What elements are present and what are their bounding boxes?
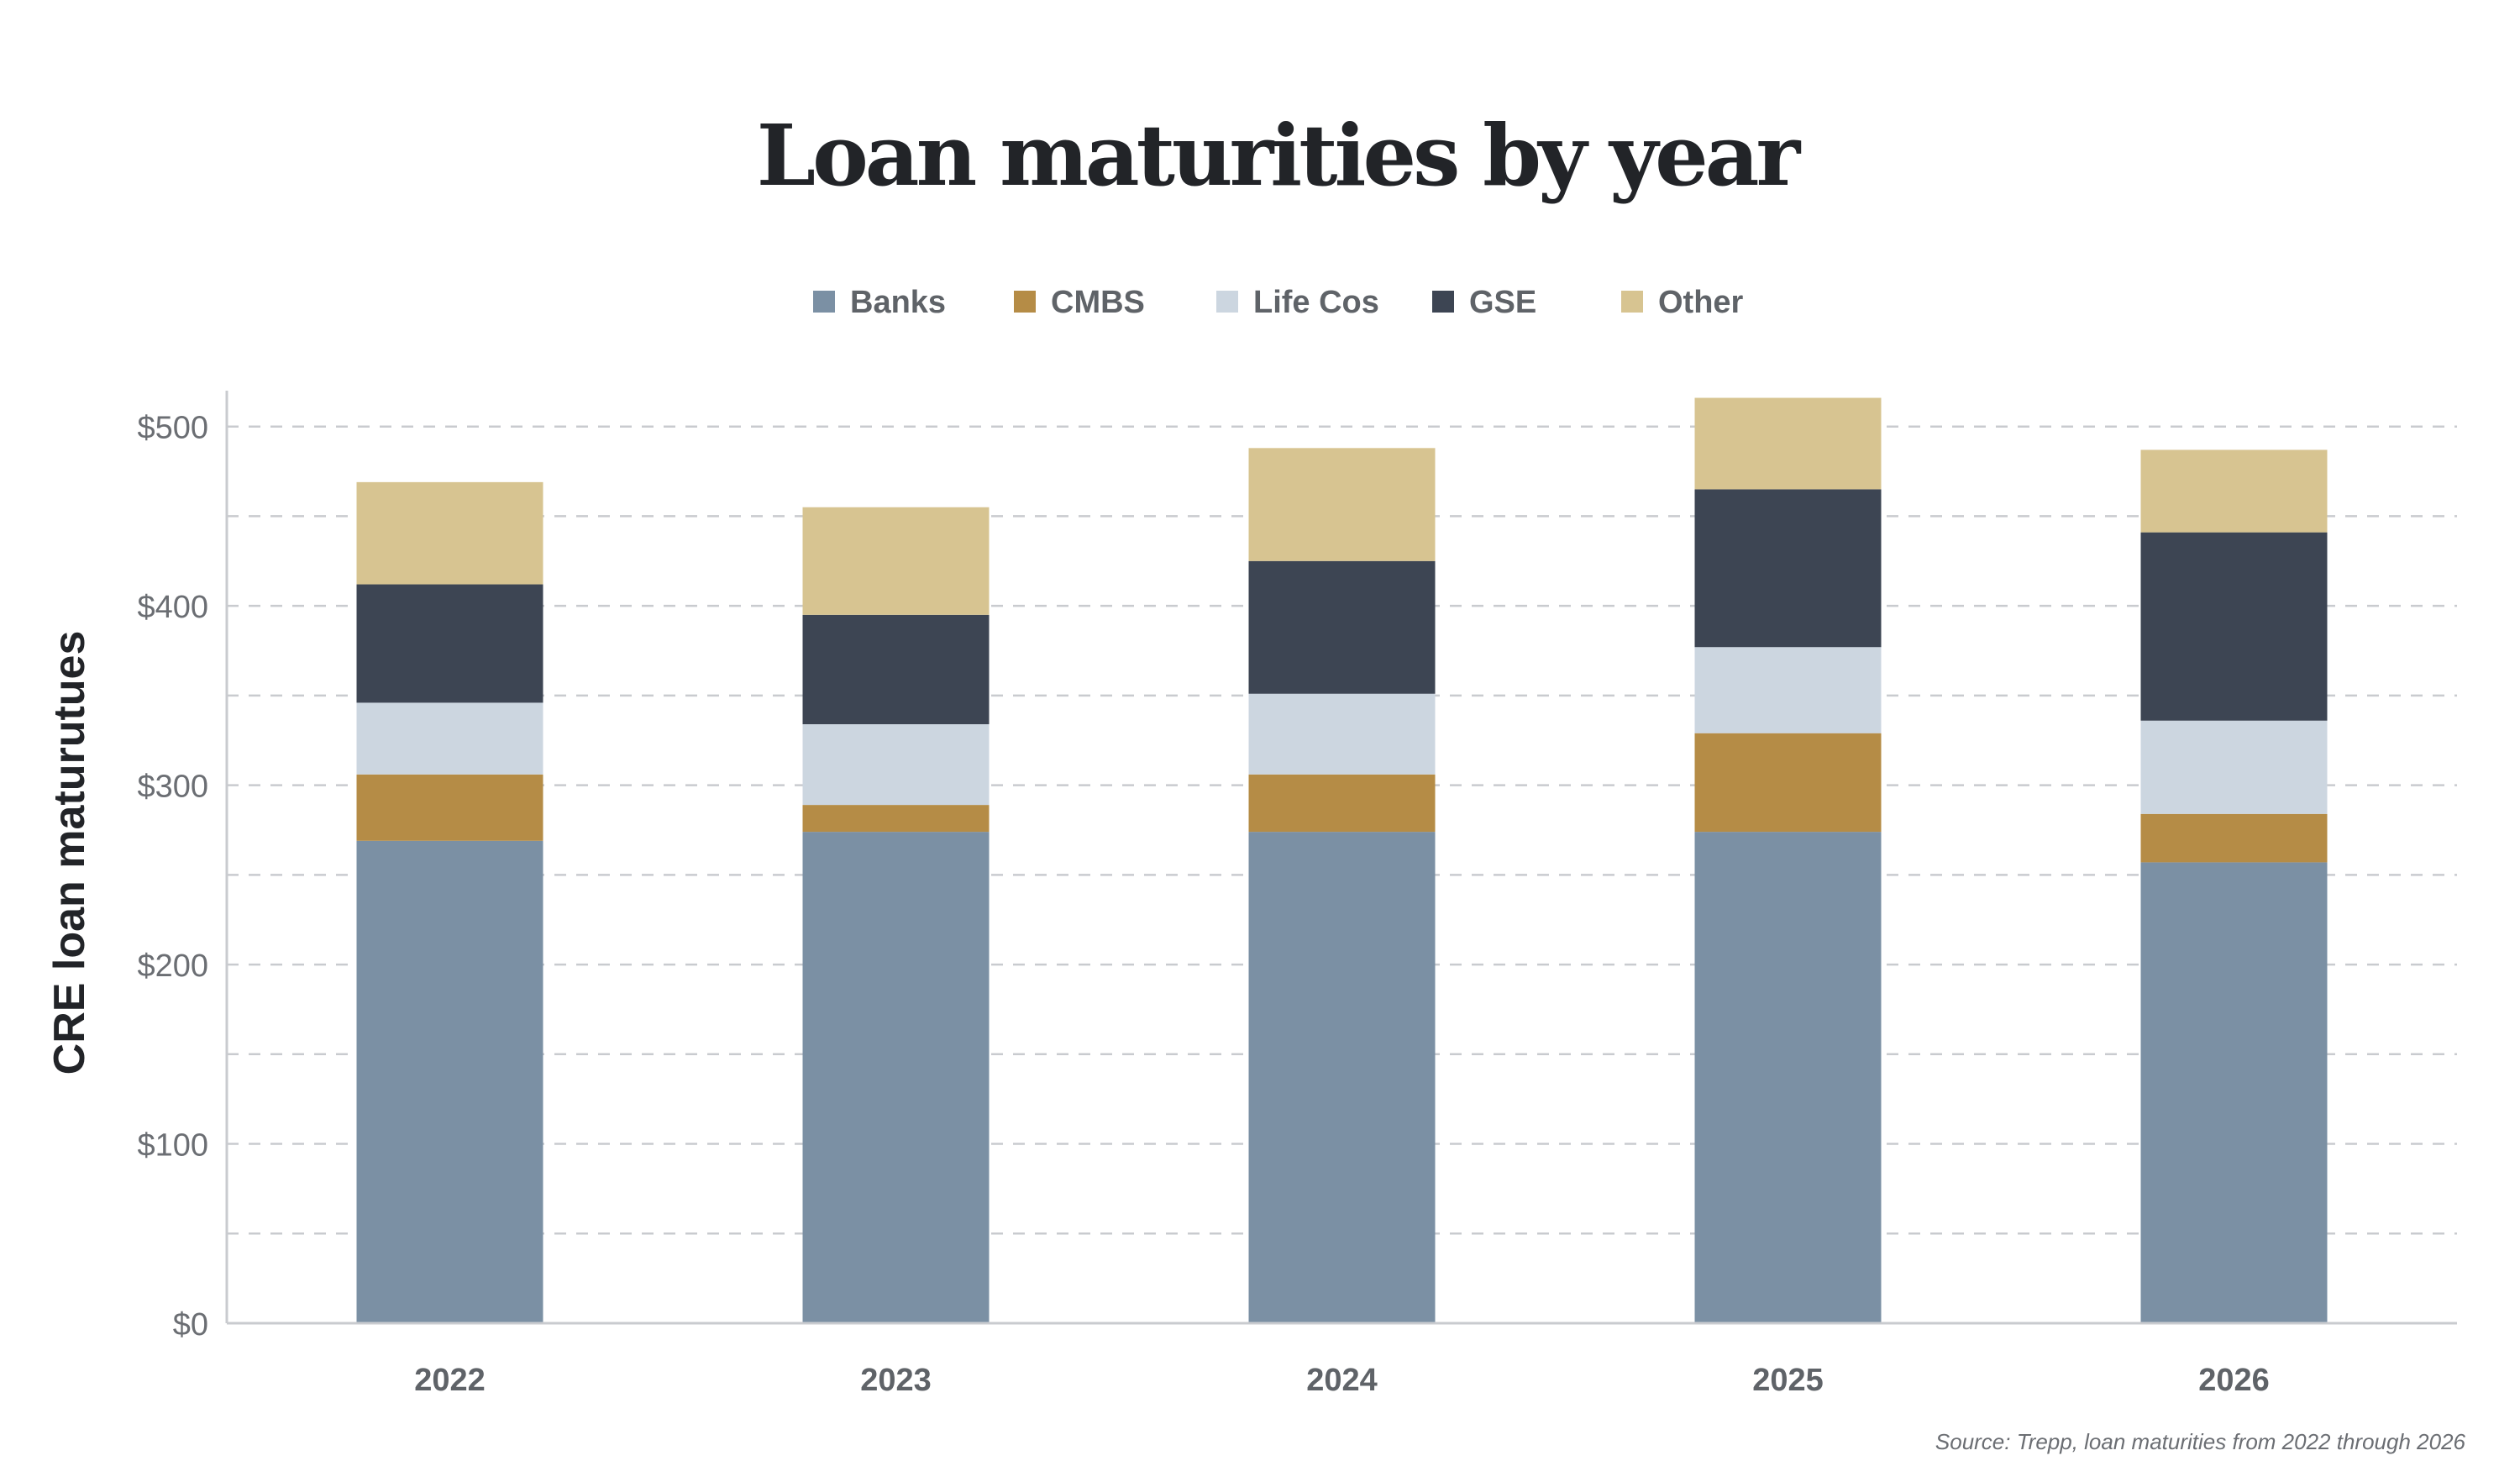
bar-segment-cmbs-2022 xyxy=(356,774,543,841)
bar-segment-other-2022 xyxy=(356,481,543,585)
bar-segment-life-cos-2024 xyxy=(1248,693,1436,775)
chart-title: Loan maturities by year xyxy=(757,106,1802,205)
legend-swatch-cmbs xyxy=(1014,291,1036,313)
legend-label-life-cos: Life Cos xyxy=(1253,285,1379,320)
legend-label-gse: GSE xyxy=(1469,285,1536,320)
y-tick-label: $400 xyxy=(137,590,208,625)
x-tick-label: 2023 xyxy=(860,1363,932,1398)
bar-segment-gse-2025 xyxy=(1694,489,1882,648)
bar-segment-life-cos-2026 xyxy=(2140,720,2328,814)
bar-segment-life-cos-2023 xyxy=(802,724,990,806)
bar-segment-life-cos-2025 xyxy=(1694,647,1882,733)
bar-segment-other-2026 xyxy=(2140,449,2328,533)
bar-segment-cmbs-2026 xyxy=(2140,813,2328,863)
y-axis-ticks: $0 $100 $200 $300 $400 $500 xyxy=(137,411,208,1343)
legend-label-banks: Banks xyxy=(850,285,946,320)
bar-segment-banks-2023 xyxy=(802,832,990,1323)
bar-segment-cmbs-2023 xyxy=(802,805,990,833)
y-tick-label: $300 xyxy=(137,770,208,805)
bar-segment-banks-2026 xyxy=(2140,862,2328,1323)
legend-swatch-gse xyxy=(1432,291,1454,313)
x-tick-label: 2022 xyxy=(414,1363,486,1398)
legend-label-cmbs: CMBS xyxy=(1051,285,1145,320)
bar-segment-banks-2025 xyxy=(1694,832,1882,1323)
bar-segment-gse-2024 xyxy=(1248,560,1436,694)
y-tick-label: $200 xyxy=(137,949,208,984)
x-axis-ticks: 2022 2023 2024 2025 2026 xyxy=(414,1363,2270,1398)
y-axis-label: CRE loan maturutues xyxy=(45,631,94,1075)
legend-swatch-other xyxy=(1621,291,1643,313)
bar-segment-other-2025 xyxy=(1694,397,1882,490)
bar-segment-cmbs-2025 xyxy=(1694,733,1882,833)
bar-segment-banks-2022 xyxy=(356,840,543,1323)
legend: Banks CMBS Life Cos GSE Other xyxy=(813,285,1744,320)
x-tick-label: 2026 xyxy=(2198,1363,2270,1398)
legend-swatch-banks xyxy=(813,291,835,313)
bar-segment-other-2023 xyxy=(802,507,990,615)
bar-segment-cmbs-2024 xyxy=(1248,774,1436,833)
bar-segment-gse-2023 xyxy=(802,614,990,725)
bar-segment-banks-2024 xyxy=(1248,832,1436,1323)
x-tick-label: 2024 xyxy=(1306,1363,1378,1398)
legend-label-other: Other xyxy=(1658,285,1744,320)
legend-swatch-life-cos xyxy=(1216,291,1238,313)
bar-segment-gse-2026 xyxy=(2140,532,2328,721)
source-note: Source: Trepp, loan maturities from 2022… xyxy=(1935,1429,2466,1454)
bars xyxy=(356,397,2328,1323)
y-tick-label: $100 xyxy=(137,1128,208,1164)
bar-segment-other-2024 xyxy=(1248,448,1436,561)
bar-segment-gse-2022 xyxy=(356,584,543,703)
y-tick-label: $500 xyxy=(137,411,208,446)
x-tick-label: 2025 xyxy=(1752,1363,1824,1398)
y-tick-label: $0 xyxy=(173,1307,208,1343)
bar-segment-life-cos-2022 xyxy=(356,702,543,775)
